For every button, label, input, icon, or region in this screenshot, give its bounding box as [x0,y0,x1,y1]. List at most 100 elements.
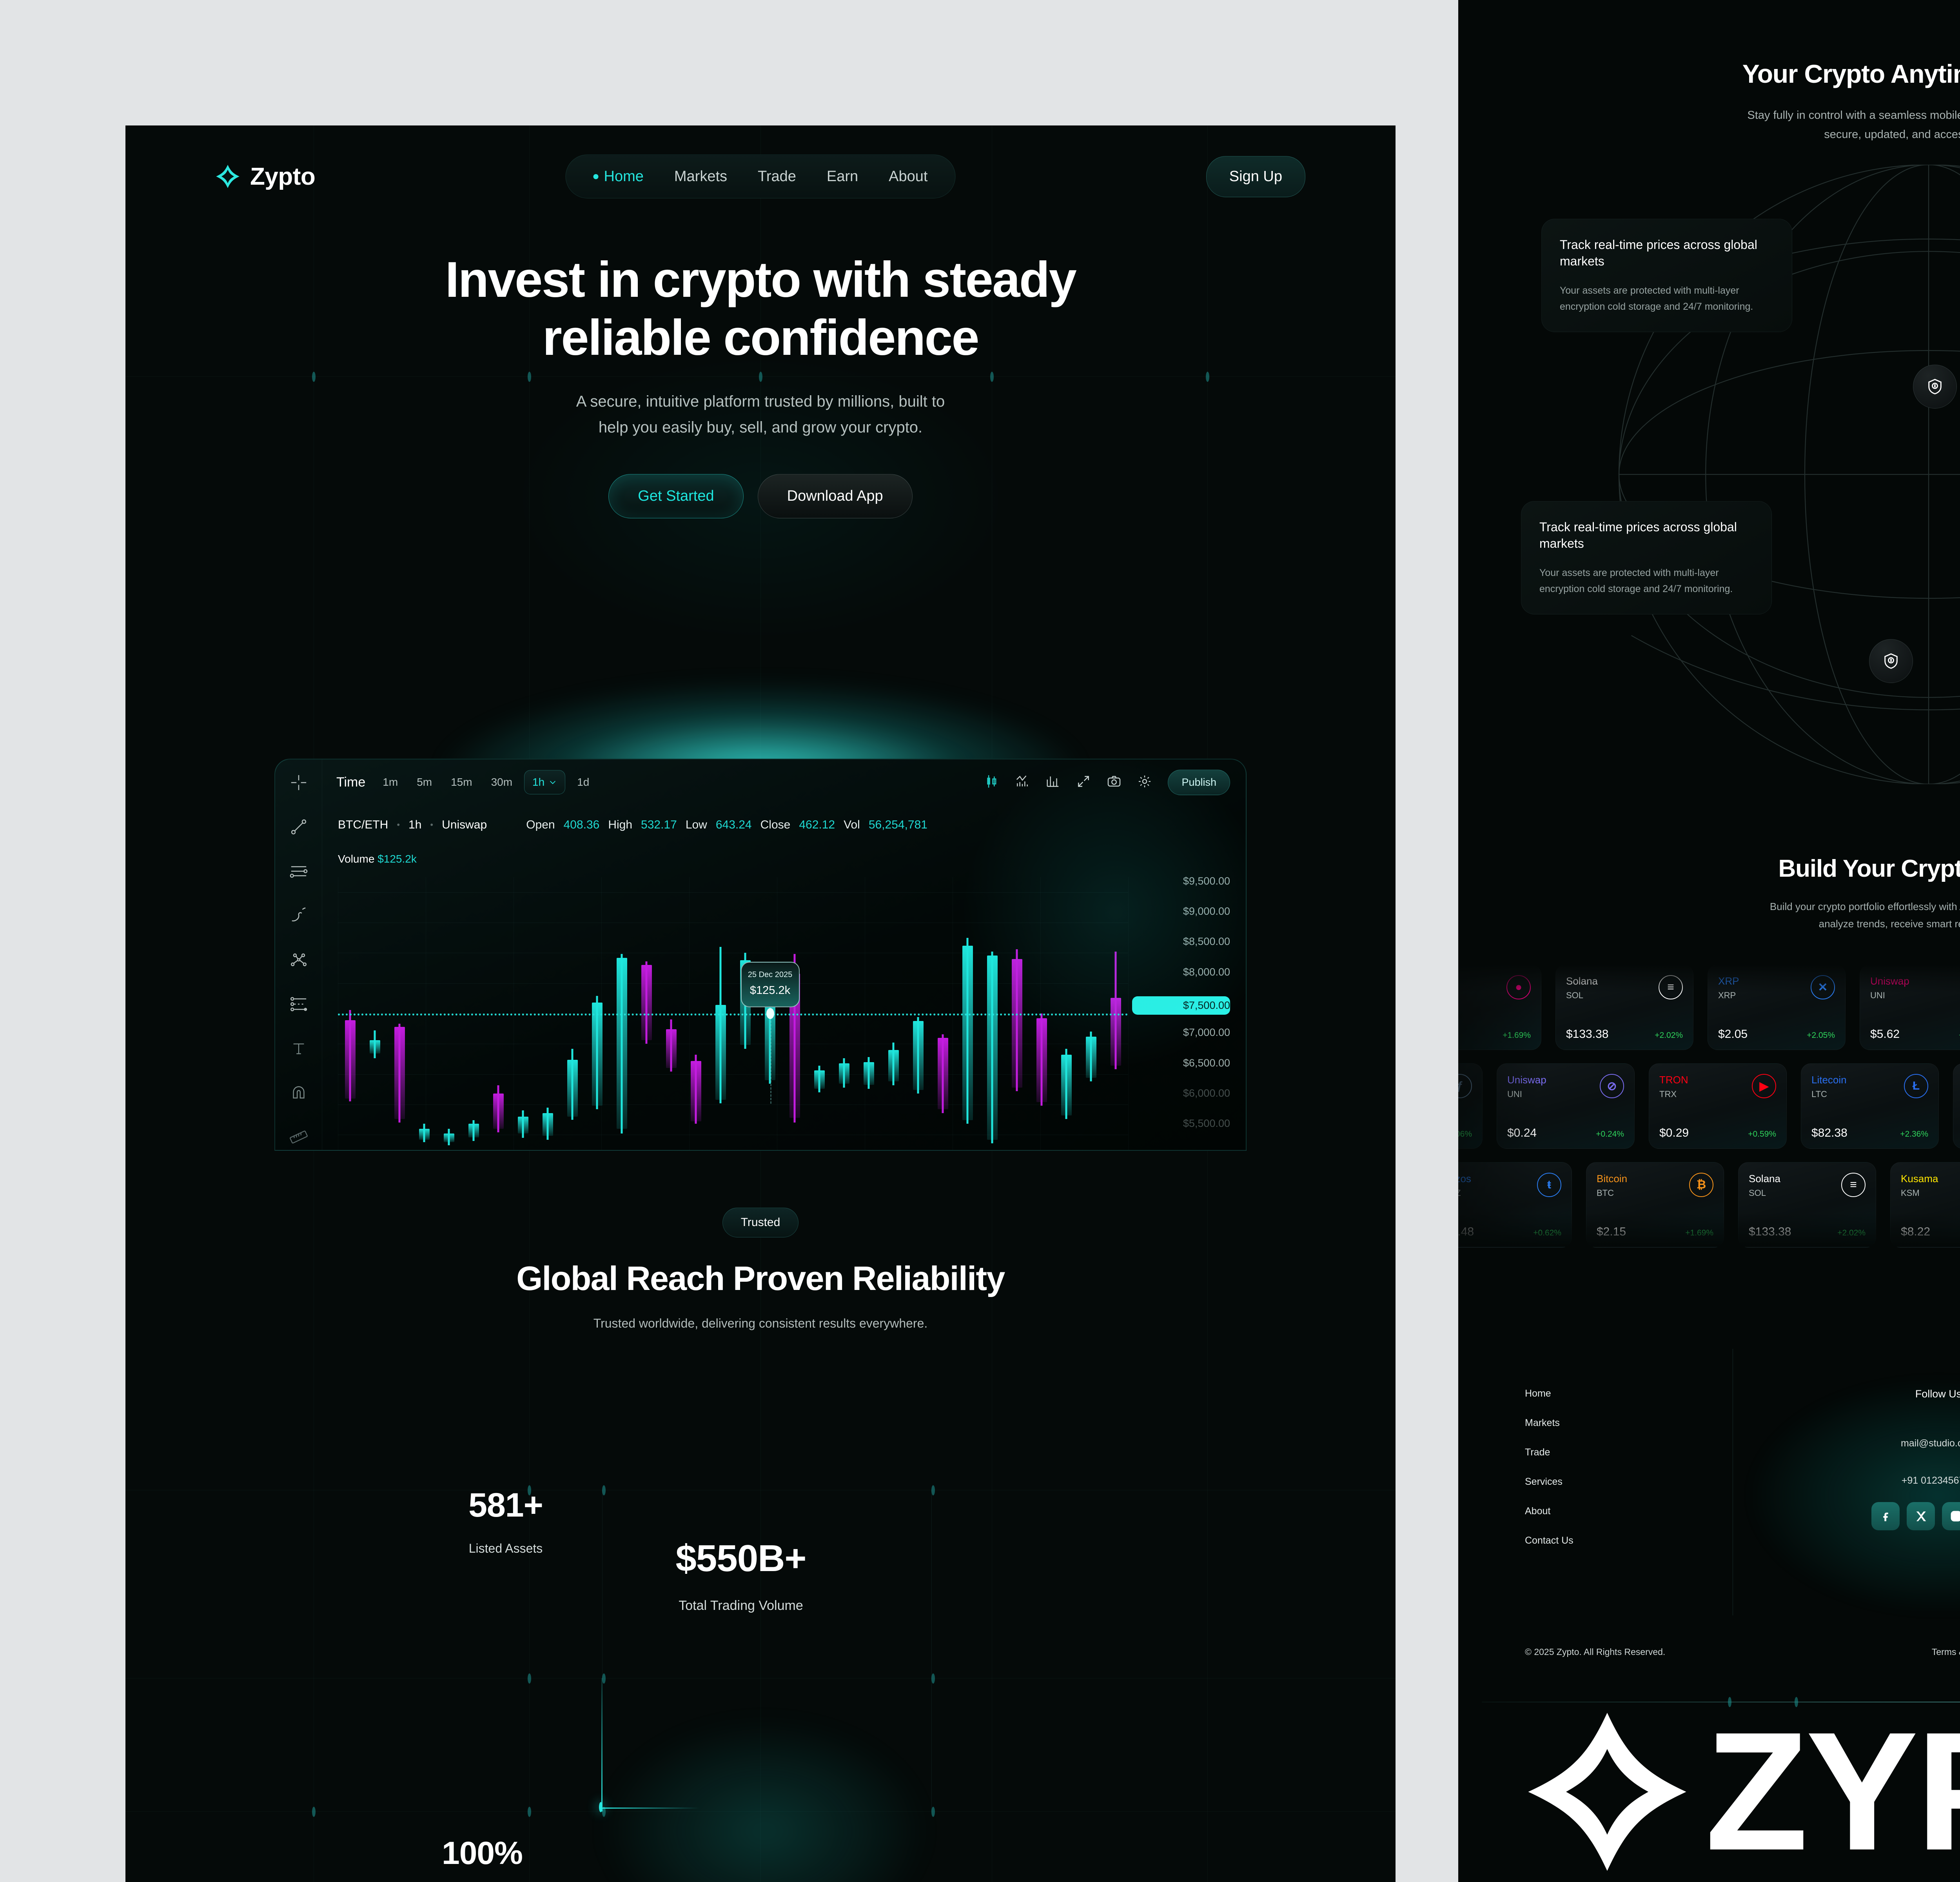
candle-body [567,1059,578,1117]
crypto-logo-icon: ≡ [1841,1173,1866,1197]
nav-item-trade[interactable]: Trade [758,168,796,185]
chart-pair: BTC/ETH [338,818,388,831]
candle-body [938,1037,948,1110]
candle [567,877,578,1150]
candle-body [518,1116,528,1134]
candlestick-icon[interactable] [984,774,999,791]
candle-body [617,957,627,1129]
footer-email[interactable]: mail@studio.com [1900,1438,1960,1449]
footer-link-markets[interactable]: Markets [1525,1417,1560,1428]
chart-exchange: Uniswap [442,818,487,831]
stat-value: $550B+ [675,1537,807,1579]
candle-body [1036,1018,1047,1102]
hero-section: Invest in crypto with steady reliable co… [125,251,1396,518]
brand-logo[interactable]: Zypto [216,163,316,191]
nav-item-home[interactable]: Home [580,169,657,184]
crypto-logo-icon: ⊘ [1600,1074,1624,1098]
footer-legal-bar: © 2025 Zypto. All Rights Reserved. Terms… [1458,1647,1960,1657]
footer-link-services[interactable]: Services [1525,1476,1563,1487]
expand-icon[interactable] [1076,774,1091,791]
high-label: High [608,818,633,831]
candle [641,877,652,1150]
orbit-badge-left-top[interactable] [1913,365,1957,409]
signup-button[interactable]: Sign Up [1206,156,1305,197]
hero-title-line1: Invest in crypto with steady [445,252,1077,308]
crypto-card[interactable]: UniswapUNIᾘ4$5.62+2.06% [1860,965,1960,1050]
globe-decoration [1619,165,1960,784]
gridline-horizontal [338,983,1128,984]
price-axis-tick: $6,500.00 [1183,1057,1230,1069]
candle [1086,877,1096,1150]
crypto-card[interactable]: Solana SOL ≡ $133.38 +2.02% [1738,1162,1876,1248]
zypto-diamond-icon [216,164,240,189]
fib-retracement-icon[interactable] [290,995,308,1015]
candle [592,877,603,1150]
crypto-name: Solana [1566,975,1598,987]
facebook-icon[interactable] [1871,1502,1900,1530]
magnet-icon[interactable] [290,1084,308,1104]
crypto-card[interactable]: FilecoinXRPƒ$1.50+2.06% [1458,1063,1483,1149]
stat-value: 100% [442,1835,523,1871]
candle [493,877,504,1150]
hero-cta-group: Get Started Download App [125,474,1396,518]
candle-body [839,1063,849,1084]
crypto-card[interactable]: Bitcoin BTC ₿ $2.15 +1.69% [1586,1162,1724,1248]
get-started-button[interactable]: Get Started [608,474,744,518]
camera-icon[interactable] [1107,774,1122,791]
crypto-card[interactable]: Bitcoin CashBCHɃ$590.48+2.00% [1953,1063,1960,1149]
ruler-icon[interactable] [289,1128,308,1148]
candle-body [913,1021,924,1090]
orbit-badge-left-bottom[interactable] [1869,639,1913,683]
download-app-button[interactable]: Download App [757,474,913,518]
crypto-price: $133.38 [1749,1225,1791,1238]
crypto-card[interactable]: Solana SOL ≡ $133.38 +2.02% [1555,965,1693,1050]
bar-chart-icon[interactable] [1045,774,1060,791]
main-nav: Home Markets Trade Earn About [565,154,956,198]
nav-item-markets[interactable]: Markets [674,168,728,185]
footer-phone[interactable]: +91 0123456789 [1901,1475,1960,1486]
footer-link-contact-us[interactable]: Contact Us [1525,1535,1573,1546]
timeframe-1m[interactable]: 1m [383,776,398,788]
timeframe-1d[interactable]: 1d [577,776,590,788]
footer-terms[interactable]: Terms & Conditions [1931,1647,1960,1657]
crypto-logo-icon: ŧ [1537,1173,1561,1197]
crypto-card-grid[interactable]: PolkadotDOT●$2.15+1.69% Solana SOL ≡ $133.38… [1458,965,1960,1248]
timeframe-5m[interactable]: 5m [417,776,432,788]
chart-info-bar: BTC/ETH • 1h • Uniswap Open 408.36 High … [338,818,927,832]
nav-item-earn[interactable]: Earn [826,168,858,185]
crypto-card[interactable]: Uniswap UNI ⊘ $0.24 +0.24% [1497,1063,1635,1149]
crypto-card[interactable]: Tezos XTZ ŧ $0.48 +0.62% [1458,1162,1572,1248]
price-axis-tick: $7,500.00 [1132,996,1230,1015]
timeframe-1h-label: 1h [532,776,545,788]
line-chart-icon[interactable] [1015,774,1030,791]
stat-label: Total Trading Volume [679,1598,803,1613]
footer-wordmark-text: ZYPTO [1705,1697,1960,1882]
x-icon[interactable] [1907,1502,1935,1530]
timeframe-15m[interactable]: 15m [451,776,472,788]
hero-subtitle: A secure, intuitive platform trusted by … [125,389,1396,440]
text-icon[interactable] [290,1039,308,1059]
timeframe-30m[interactable]: 30m [491,776,513,788]
instagram-icon[interactable] [1942,1502,1960,1530]
crypto-card[interactable]: PolkadotDOT●$2.15+1.69% [1458,965,1541,1050]
trend-line-icon[interactable] [290,818,308,838]
brush-icon[interactable] [290,906,308,926]
footer-link-about[interactable]: About [1525,1506,1551,1517]
candle-body [1012,959,1022,1088]
crosshair-icon[interactable] [290,774,308,794]
footer-link-trade[interactable]: Trade [1525,1447,1550,1458]
candle [715,877,726,1150]
crypto-card[interactable]: Litecoin LTC Ł $82.38 +2.36% [1801,1063,1939,1149]
nav-item-about[interactable]: About [889,168,928,185]
horizontal-rays-icon[interactable] [290,862,308,882]
gear-icon[interactable] [1137,774,1152,791]
crypto-card[interactable]: XRP XRP ✕ $2.05 +2.05% [1708,965,1846,1050]
footer-link-home[interactable]: Home [1525,1388,1551,1399]
timeframe-1h-selected[interactable]: 1h [524,770,566,794]
chart-tooltip: 25 Dec 2025 $125.2k [740,962,800,1007]
crypto-card[interactable]: TRON TRX ▶ $0.29 +0.59% [1649,1063,1787,1149]
publish-button[interactable]: Publish [1168,769,1230,795]
pitchfork-icon[interactable] [290,951,308,971]
trading-chart-panel: Time 1m 5m 15m 30m 1h 1d Publish B [274,759,1247,1151]
